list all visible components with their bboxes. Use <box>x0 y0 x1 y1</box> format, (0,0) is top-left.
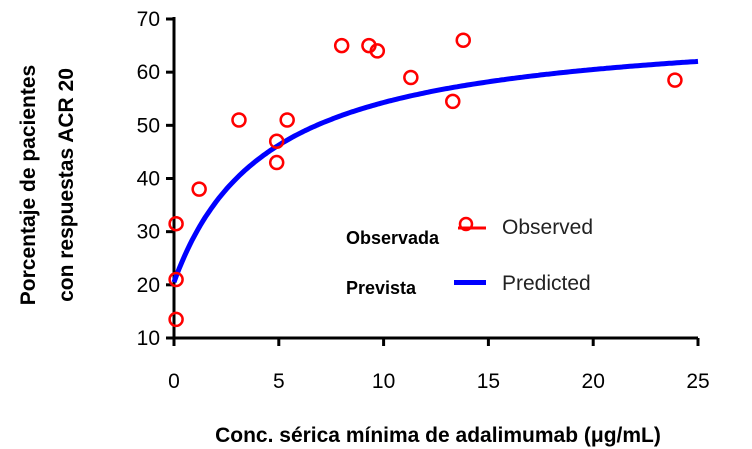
observed-point <box>403 69 419 86</box>
x-tick-label: 10 <box>372 370 395 393</box>
legend-label-es-predicted: Prevista <box>346 278 417 298</box>
y-tick-label: 30 <box>137 221 160 244</box>
y-tick-label: 70 <box>137 8 160 31</box>
predicted-curve-layer <box>171 58 699 284</box>
observed-points-layer <box>168 32 683 328</box>
observed-point <box>279 112 295 128</box>
y-tick-label: 60 <box>137 61 160 84</box>
x-tick-label: 15 <box>477 370 500 393</box>
legend: Observada Observed Prevista Predicted <box>346 216 593 298</box>
y-tick-label: 10 <box>137 327 160 350</box>
legend-observed-marker <box>458 216 474 232</box>
predicted-curve <box>171 58 699 284</box>
legend-label-es-observed: Observada <box>346 228 440 248</box>
x-tick-label: 20 <box>582 370 605 393</box>
observed-point <box>333 37 350 54</box>
observed-point <box>168 215 184 232</box>
observed-point <box>667 72 683 88</box>
legend-predicted-swatch <box>454 280 486 285</box>
observed-point <box>455 32 471 49</box>
y-axis-title-line-1: Porcentaje de pacientes <box>17 65 40 305</box>
x-tick-label: 5 <box>273 370 285 393</box>
observed-point <box>191 181 207 197</box>
observed-point <box>168 311 184 328</box>
x-tick-label: 25 <box>686 370 709 393</box>
y-tick-label: 20 <box>137 274 160 297</box>
observed-point <box>231 112 247 128</box>
observed-point <box>168 271 184 288</box>
legend-label-en-predicted: Predicted <box>502 272 591 295</box>
observed-point <box>369 43 386 59</box>
y-tick-label: 40 <box>137 168 160 191</box>
y-tick-label: 50 <box>137 114 160 137</box>
y-axis-title: Porcentaje de pacientes con respuestas A… <box>17 65 78 305</box>
legend-label-en-observed: Observed <box>502 216 593 239</box>
x-tick-label: 0 <box>168 370 180 393</box>
y-axis-title-line-2: con respuestas ACR 20 <box>55 68 78 302</box>
x-axis-title: Conc. sérica mínima de adalimumab (μg/mL… <box>215 424 661 447</box>
observed-point <box>268 154 285 171</box>
observed-point <box>445 93 461 110</box>
observed-point <box>268 133 285 150</box>
axes: 10 20 30 40 50 60 70 0 5 10 15 20 25 <box>137 8 710 393</box>
